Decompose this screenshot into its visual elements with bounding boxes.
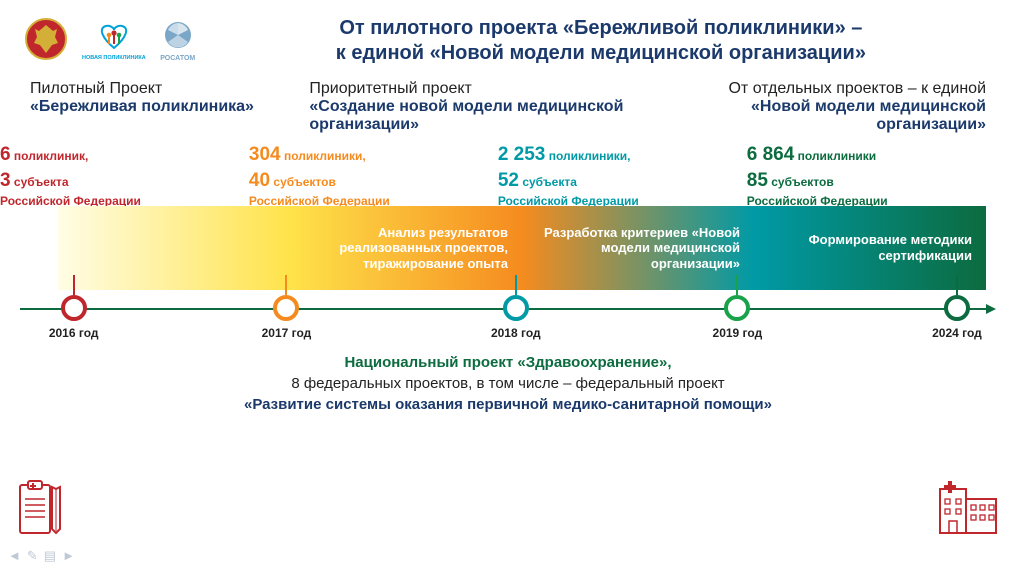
stats-row: 6 поликлиник,3 субъектаРоссийской Федера… (0, 136, 1016, 202)
nav-prev-icon[interactable]: ◄ (8, 548, 21, 564)
footer: Национальный проект «Здравоохранение», 8… (0, 350, 1016, 419)
stat-3: 2 253 поликлиники,52 субъектаРоссийской … (498, 142, 639, 209)
timeline-node-2-stem (285, 275, 287, 295)
timeline-node-3-stem (515, 275, 517, 295)
stat-2: 304 поликлиники,40 субъектовРоссийской Ф… (249, 142, 390, 209)
phases-row: Пилотный Проект «Бережливая поликлиника»… (0, 74, 1016, 136)
timeline-node-4 (724, 295, 750, 321)
footer-line-1: Национальный проект «Здравоохранение», (90, 352, 926, 373)
rosatom-logo-icon: РОСАТОМ (160, 20, 196, 62)
timeline-node-3 (503, 295, 529, 321)
band-segment-1 (58, 206, 290, 290)
rosatom-label: РОСАТОМ (160, 55, 196, 62)
timeline-year-4: 2019 год (713, 326, 763, 340)
eagle-emblem-icon (24, 17, 68, 66)
band-segment-3-label: Разработка критериев «Новой модели медиц… (522, 225, 740, 272)
timeline-node-5-stem (956, 275, 958, 295)
phase-2: Приоритетный проект «Создание новой моде… (309, 80, 635, 134)
timeline-year-3: 2018 год (491, 326, 541, 340)
band-segment-3: Разработка критериев «Новой модели медиц… (522, 206, 754, 290)
nav-menu-icon[interactable]: ▤ (44, 548, 56, 564)
clipboard-icon (16, 479, 70, 542)
phase-1: Пилотный Проект «Бережливая поликлиника» (30, 80, 285, 134)
phase-1-quote: «Бережливая поликлиника» (30, 98, 285, 116)
phase-2-quote: «Создание новой модели медицинской орган… (309, 98, 635, 134)
band-segment-2-label: Анализ результатов реализованных проекто… (290, 225, 508, 272)
gradient-band: Анализ результатов реализованных проекто… (58, 206, 986, 290)
phase-3-name: От отдельных проектов – к единой (660, 80, 986, 98)
new-polyclinic-logo-icon: НОВАЯ ПОЛИКЛИНИКА (82, 22, 146, 61)
band-segment-2: Анализ результатов реализованных проекто… (290, 206, 522, 290)
band-segment-4-label: Формирование методики сертификации (754, 232, 972, 263)
new-polyclinic-label: НОВАЯ ПОЛИКЛИНИКА (82, 55, 146, 61)
footer-line-3: «Развитие системы оказания первичной мед… (90, 394, 926, 415)
nav-edit-icon[interactable]: ✎ (27, 548, 38, 564)
timeline-node-5 (944, 295, 970, 321)
phase-3-quote: «Новой модели медицинской организации» (660, 98, 986, 134)
nav-next-icon[interactable]: ► (62, 548, 75, 564)
timeline-year-2: 2017 год (262, 326, 312, 340)
footer-line-2: 8 федеральных проектов, в том числе – фе… (90, 373, 926, 394)
header: НОВАЯ ПОЛИКЛИНИКА РОСАТОМ От пилотного п… (0, 0, 1016, 74)
timeline-year-1: 2016 год (49, 326, 99, 340)
timeline-node-1-stem (73, 275, 75, 295)
phase-2-name: Приоритетный проект (309, 80, 635, 98)
page-title: От пилотного проекта «Бережливой поликли… (210, 16, 992, 66)
timeline: 2016 год 2017 год 2018 год 2019 год 2024 год (20, 290, 996, 350)
phase-1-name: Пилотный Проект (30, 80, 285, 98)
timeline-node-1 (61, 295, 87, 321)
band-segment-4: Формирование методики сертификации (754, 206, 986, 290)
timeline-year-5: 2024 год (932, 326, 982, 340)
stat-1: 6 поликлиник,3 субъектаРоссийской Федера… (0, 142, 141, 209)
phase-3: От отдельных проектов – к единой «Новой … (660, 80, 986, 134)
title-line-2: к единой «Новой модели медицинской орган… (210, 41, 992, 66)
hospital-building-icon (936, 479, 1000, 542)
slide-nav: ◄ ✎ ▤ ► (8, 548, 75, 564)
stat-4: 6 864 поликлиники85 субъектовРоссийской … (747, 142, 888, 209)
timeline-node-2 (273, 295, 299, 321)
title-line-1: От пилотного проекта «Бережливой поликли… (210, 16, 992, 41)
timeline-node-4-stem (736, 275, 738, 295)
